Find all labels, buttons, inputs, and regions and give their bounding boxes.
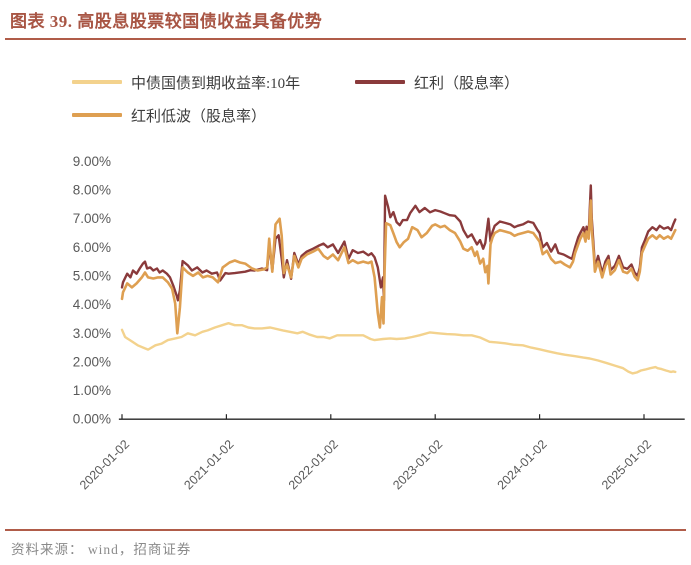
bond-line-swatch: [72, 80, 122, 84]
x-axis-tick-label: 2022-01-02: [286, 437, 341, 492]
y-axis-tick-label: 6.00%: [73, 240, 111, 255]
title-divider: [5, 38, 686, 40]
legend-item-dividend-lowvol: 红利低波（股息率）: [72, 105, 266, 125]
y-axis-tick-label: 8.00%: [73, 183, 111, 198]
dividend-lowvol-line-swatch: [72, 113, 122, 117]
legend-label: 红利低波（股息率）: [131, 108, 267, 125]
dividend-line-swatch: [355, 80, 405, 84]
x-axis-tick-label: 2023-01-02: [390, 437, 445, 492]
y-axis-tick-label: 5.00%: [73, 268, 111, 283]
y-axis-tick-label: 3.00%: [73, 326, 111, 341]
series-line: [120, 199, 677, 335]
chart-title: 图表 39. 高股息股票较国债收益具备优势: [10, 12, 323, 31]
series-line: [120, 322, 677, 375]
y-axis-tick-label: 7.00%: [73, 211, 111, 226]
x-axis-tick-label: 2025-01-02: [599, 437, 654, 492]
legend-label: 红利（股息率）: [414, 75, 520, 92]
legend-label: 中债国债到期收益率:10年: [131, 75, 301, 92]
y-axis-tick-label: 4.00%: [73, 297, 111, 312]
legend-item-bond-yield: 中债国债到期收益率:10年: [72, 72, 300, 92]
x-axis-tick-label: 2021-01-02: [181, 437, 236, 492]
source-text: 资料来源： wind，招商证券: [11, 542, 192, 557]
y-axis-tick-label: 1.00%: [73, 383, 111, 398]
legend-item-dividend: 红利（股息率）: [355, 72, 519, 92]
x-axis-tick-label: 2024-01-02: [495, 437, 550, 492]
x-axis-tick-label: 2020-01-02: [77, 437, 132, 492]
y-axis-tick-label: 0.00%: [73, 412, 111, 427]
y-axis-tick-label: 9.00%: [73, 154, 111, 169]
y-axis-tick-label: 2.00%: [73, 354, 111, 369]
source-footer: 资料来源： wind，招商证券: [5, 529, 686, 558]
